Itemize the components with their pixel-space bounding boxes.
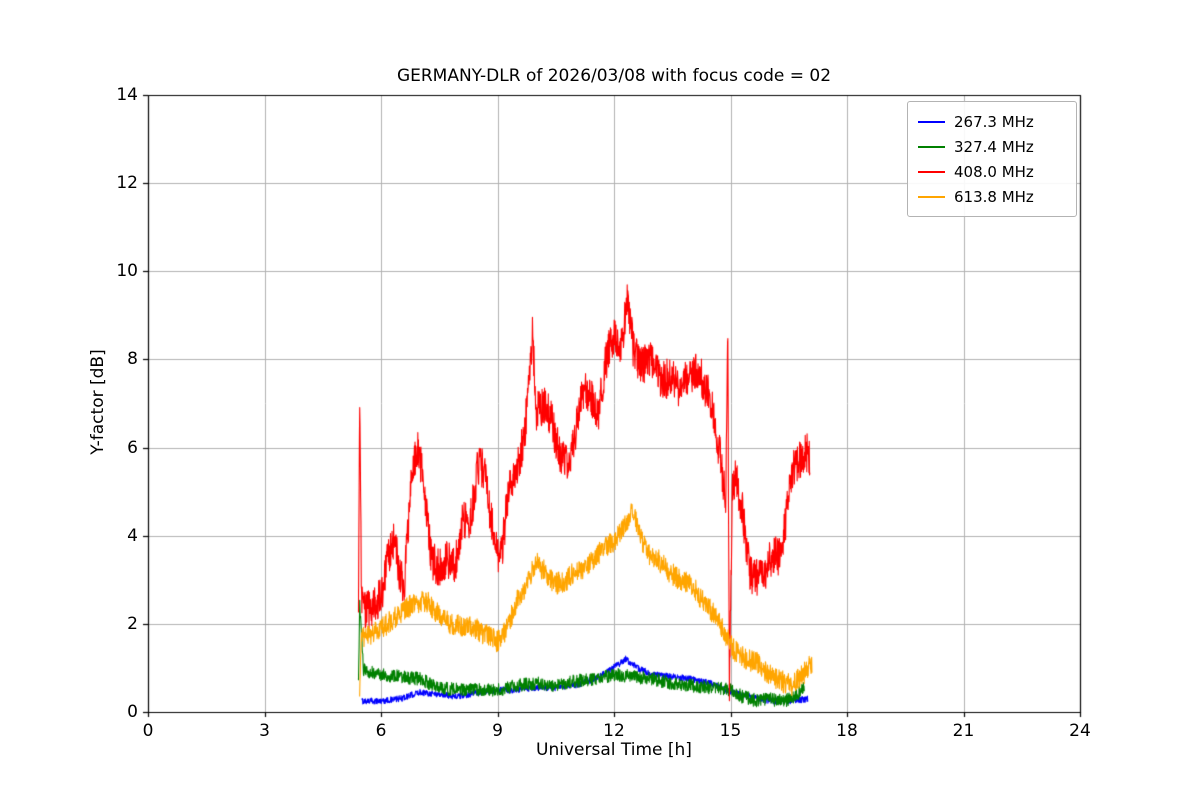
legend-item: 408.0 MHz (918, 159, 1066, 184)
legend-item: 327.4 MHz (918, 134, 1066, 159)
legend: 267.3 MHz 327.4 MHz 408.0 MHz 613.8 MHz (907, 101, 1077, 217)
x-tick-label: 6 (375, 721, 387, 741)
x-tick-label: 9 (492, 721, 503, 741)
legend-line-swatch (918, 145, 945, 148)
legend-line-swatch (918, 170, 945, 173)
y-tick-label: 0 (127, 702, 138, 722)
y-tick-label: 12 (116, 173, 138, 194)
y-tick-label: 4 (127, 525, 138, 546)
legend-label: 267.3 MHz (954, 112, 1034, 131)
x-tick-label: 3 (259, 721, 270, 741)
x-axis-label: Universal Time [h] (536, 740, 692, 760)
y-tick-label: 8 (127, 349, 138, 370)
x-tick-label: 18 (836, 721, 858, 741)
x-tick-label: 12 (603, 721, 625, 741)
x-tick-label: 15 (719, 721, 742, 741)
y-axis-label: Y-factor [dB] (88, 349, 108, 455)
y-tick-label: 2 (127, 613, 138, 634)
legend-label: 327.4 MHz (954, 137, 1034, 156)
legend-line-swatch (918, 120, 945, 123)
legend-label: 408.0 MHz (954, 162, 1034, 181)
legend-item: 267.3 MHz (918, 109, 1066, 134)
legend-line-swatch (918, 195, 945, 198)
legend-label: 613.8 MHz (954, 187, 1034, 206)
x-tick-label: 24 (1069, 721, 1091, 741)
x-tick-label: 21 (952, 721, 975, 741)
y-tick-label: 14 (116, 85, 138, 105)
x-tick-label: 0 (142, 721, 154, 741)
chart-title: GERMANY-DLR of 2026/03/08 with focus cod… (396, 66, 832, 86)
y-tick-label: 10 (116, 261, 138, 282)
y-tick-label: 6 (127, 437, 138, 458)
legend-item: 613.8 MHz (918, 184, 1066, 209)
